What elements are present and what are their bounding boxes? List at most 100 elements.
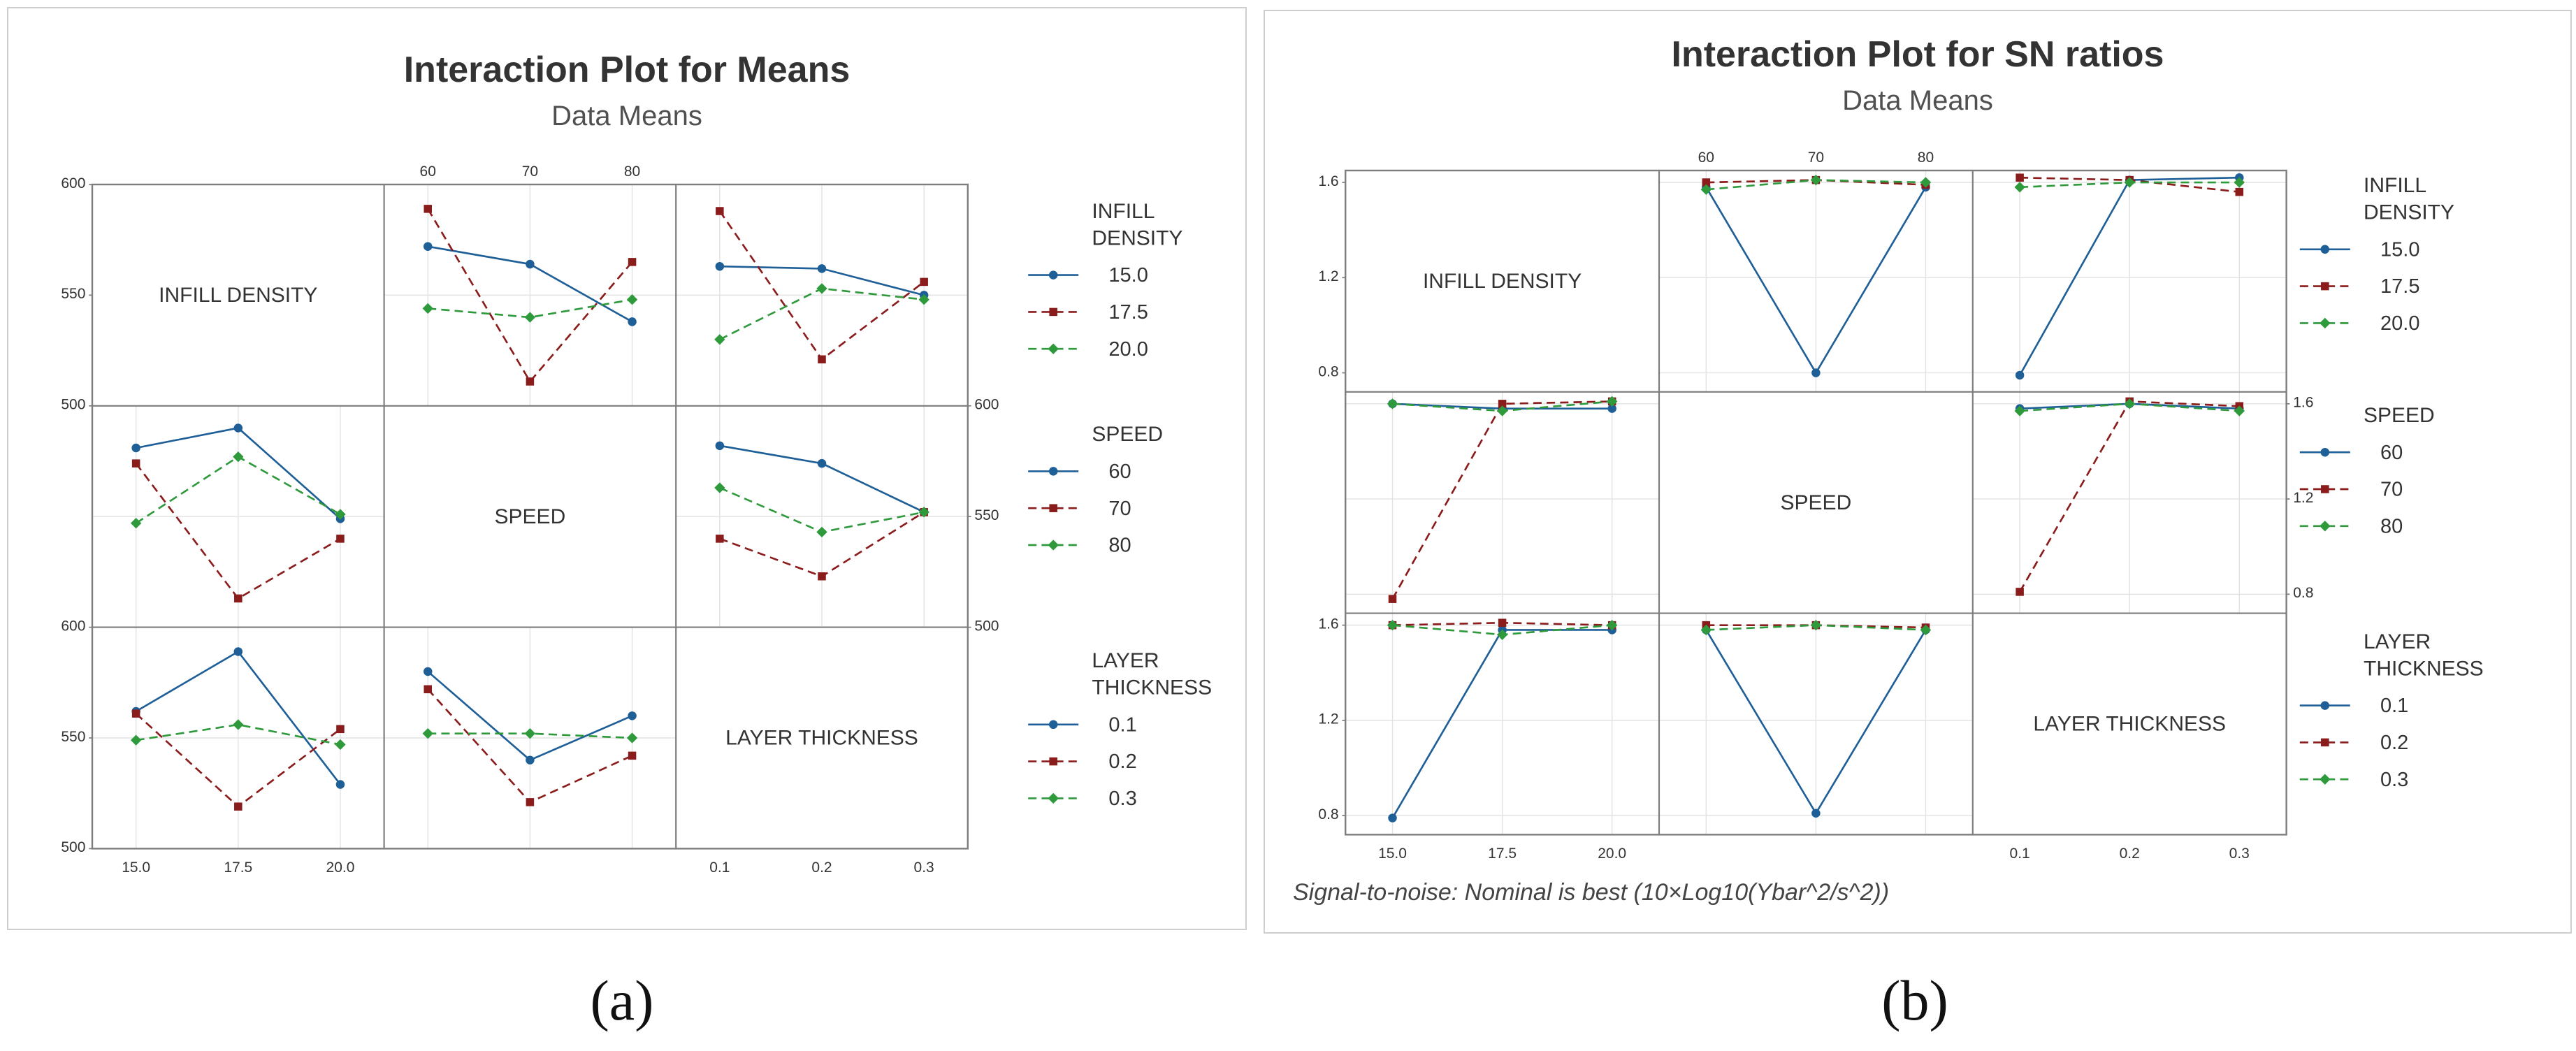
legend-level-label: 60 [1108, 461, 1131, 483]
diagonal-factor-label: SPEED [495, 505, 566, 528]
legend-marker-square [1049, 757, 1057, 766]
x-tick-label: 80 [624, 164, 640, 180]
legend-title: INFILL [1092, 200, 1155, 223]
data-point-square [526, 798, 535, 806]
y-tick-label: 0.8 [2293, 585, 2313, 601]
plot-area [89, 183, 1079, 850]
legend-marker-circle [2320, 245, 2330, 254]
diagonal-factor-label: SPEED [1781, 491, 1852, 514]
y-tick-label: 500 [974, 618, 999, 634]
x-tick-label: 0.1 [2010, 846, 2030, 862]
data-point-diamond [335, 739, 346, 751]
data-point-square [1702, 178, 1711, 187]
data-point-square [1388, 595, 1397, 603]
legend-title: INFILL [2364, 174, 2426, 197]
y-tick-label: 600 [61, 618, 85, 634]
data-point-square [818, 355, 826, 364]
x-tick-label: 17.5 [224, 860, 252, 876]
y-tick-label: 1.2 [2293, 490, 2313, 506]
y-tick-label: 1.6 [1318, 173, 1338, 189]
x-tick-label: 0.1 [709, 860, 730, 876]
data-point-circle [817, 458, 827, 468]
y-tick-label: 550 [61, 729, 85, 745]
data-point-diamond [233, 451, 244, 463]
data-point-diamond [2014, 182, 2025, 193]
y-tick-label: 500 [61, 839, 85, 855]
diagonal-factor-label: LAYER THICKNESS [2033, 713, 2226, 736]
data-point-diamond [626, 294, 638, 305]
data-point-diamond [233, 719, 244, 730]
legend-title: DENSITY [2364, 201, 2454, 224]
legend-title: LAYER [2364, 630, 2431, 653]
legend-level-label: 70 [2380, 479, 2403, 501]
interaction-matrix-sn: INFILL DENSITY SPEED LAYER THICKNESS 0.8 1.2… [1318, 150, 2484, 862]
legend-title: THICKNESS [1092, 676, 1212, 700]
legend-level-label: 0.3 [1108, 788, 1136, 810]
legend-marker-circle [2320, 701, 2330, 710]
data-point-diamond [1810, 619, 1822, 631]
data-point-square [336, 725, 345, 734]
legend-marker-square [1049, 307, 1057, 317]
data-point-circle [233, 423, 243, 433]
legend-title: SPEED [1092, 423, 1163, 446]
series-line [1391, 400, 1612, 600]
legend-title: DENSITY [1092, 226, 1182, 249]
data-point-square [628, 258, 637, 266]
legend-marker-diamond [2320, 774, 2331, 785]
legend-level-label: 0.2 [1108, 751, 1136, 773]
x-tick-label: 15.0 [1378, 846, 1407, 862]
data-point-circle [233, 647, 243, 656]
legend-level-label: 17.5 [1108, 301, 1148, 324]
x-tick-label: 70 [522, 164, 538, 180]
data-point-diamond [918, 294, 929, 305]
data-point-square [2016, 173, 2024, 182]
data-point-square [2016, 588, 2024, 596]
x-tick-label: 0.3 [914, 860, 934, 876]
data-point-circle [131, 443, 140, 453]
legend-marker-circle [1048, 270, 1058, 280]
data-point-diamond [422, 727, 433, 739]
caption-a: (a) [590, 969, 654, 1032]
data-point-square [818, 572, 826, 581]
caption-b: (b) [1881, 969, 1948, 1032]
x-tick-label: 0.2 [2120, 846, 2140, 862]
y-tick-label: 1.6 [2293, 395, 2313, 411]
interaction-plot-means: Interaction Plot for Means Data Means IN… [7, 7, 1247, 930]
legend-marker-square [2321, 282, 2329, 291]
x-tick-label: 0.2 [811, 860, 832, 876]
legend-marker-diamond [2320, 521, 2331, 532]
data-point-circle [715, 261, 725, 271]
x-tick-label: 20.0 [1598, 846, 1626, 862]
legend-marker-square [2321, 485, 2329, 493]
legend-level-label: 0.1 [1108, 713, 1136, 736]
legend-level-label: 15.0 [2380, 238, 2419, 261]
chart-subtitle: Data Means [1842, 85, 1993, 116]
y-tick-label: 600 [974, 397, 999, 413]
data-point-circle [628, 711, 637, 720]
legend-marker-square [1049, 504, 1057, 512]
data-point-diamond [1387, 619, 1398, 631]
data-point-diamond [524, 312, 536, 323]
panel-background [92, 184, 384, 406]
y-tick-label: 500 [61, 397, 85, 413]
data-point-square [1498, 618, 1507, 627]
panel-background [1659, 391, 1973, 614]
y-tick-label: 550 [61, 286, 85, 302]
legend-title: THICKNESS [2364, 657, 2484, 680]
data-point-diamond [2124, 177, 2135, 188]
legend-level-label: 20.0 [1108, 338, 1148, 361]
y-tick-label: 1.6 [1318, 616, 1338, 632]
y-tick-label: 600 [61, 175, 85, 191]
legend-level-label: 0.1 [2380, 695, 2408, 717]
legend-level-label: 20.0 [2380, 312, 2419, 335]
data-point-diamond [2124, 398, 2135, 409]
data-point-circle [526, 755, 535, 764]
data-point-square [920, 277, 928, 287]
legend-level-label: 80 [1108, 535, 1131, 557]
interaction-plot-sn-ratios: Interaction Plot for SN ratios Data Mean… [1264, 10, 2572, 934]
data-point-diamond [626, 732, 638, 744]
y-tick-label: 1.2 [1318, 268, 1338, 284]
legend-title: SPEED [2364, 404, 2435, 427]
data-point-square [1498, 400, 1507, 408]
data-point-diamond [1607, 396, 1618, 407]
